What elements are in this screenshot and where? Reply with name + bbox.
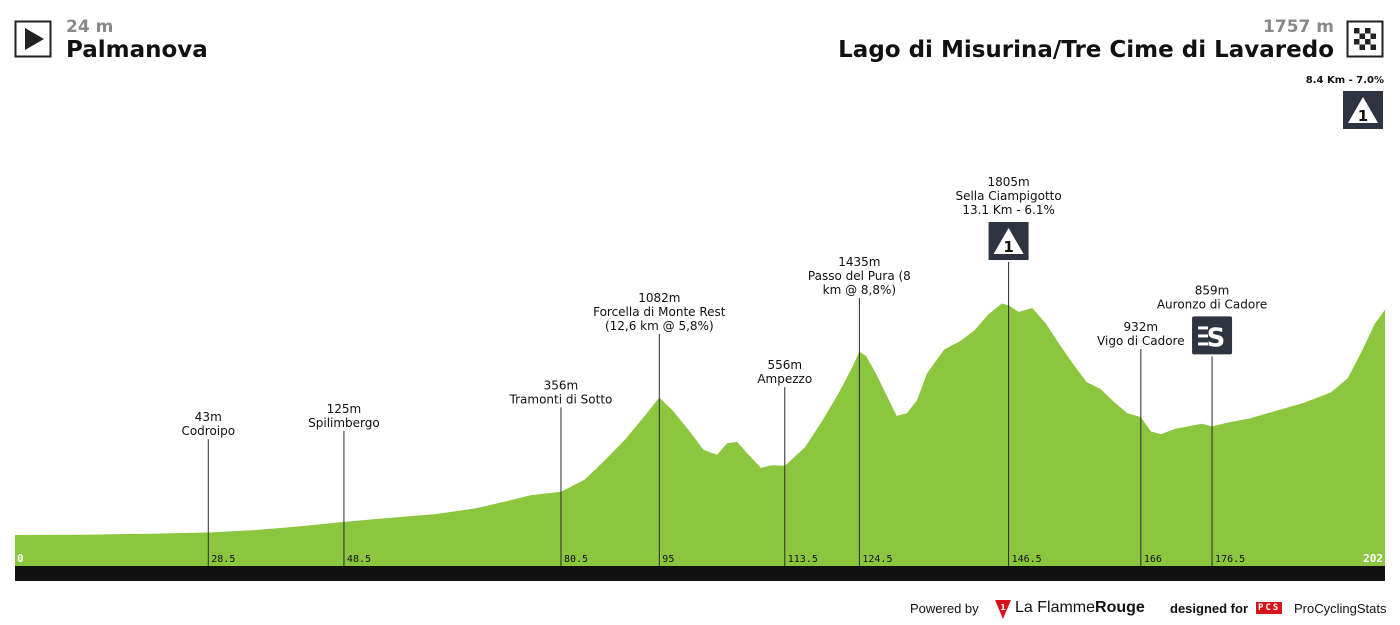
marker-name-8: Auronzo di Cadore (1157, 297, 1267, 311)
marker-name-7: Vigo di Cadore (1097, 334, 1185, 348)
brand-lafflamme: La FlammeRouge (1015, 599, 1145, 617)
elevation-profile-area (15, 303, 1385, 566)
marker-name-2: Tramonti di Sotto (509, 392, 613, 406)
marker-elevation-7: 932m (1124, 320, 1159, 334)
designed-for-label: designed for (1170, 601, 1249, 616)
distance-axis-bar (15, 566, 1385, 581)
marker-elevation-5: 1435m (838, 255, 880, 269)
sprint-speed-line-0 (1198, 326, 1209, 330)
flame-logo-icon: 1 (995, 600, 1011, 619)
finish-climb-label: 8.4 Km - 7.0% (1305, 75, 1384, 86)
marker-name-4: Ampezzo (757, 372, 812, 386)
axis-end-label: 202 (1363, 552, 1383, 565)
axis-start-label: 0 (17, 552, 24, 565)
sprint-speed-line-2 (1198, 342, 1209, 346)
distance-tick-1: 48.5 (347, 554, 371, 565)
start-town: Palmanova (66, 37, 208, 63)
marker-elevation-8: 859m (1195, 283, 1230, 297)
distance-tick-2: 80.5 (564, 554, 588, 565)
marker-elevation-6: 1805m (987, 175, 1029, 189)
marker-name-0: Codroipo (181, 424, 235, 438)
distance-tick-3: 95 (662, 554, 674, 565)
distance-tick-4: 113.5 (788, 554, 818, 565)
brand-lafflamme-part1: La Flamme (1015, 599, 1096, 616)
marker-detail-6: 13.1 Km - 6.1% (962, 203, 1055, 217)
marker-name-3: Forcella di Monte Rest (593, 305, 726, 319)
start-elevation: 24 m (66, 17, 114, 37)
play-icon (14, 20, 52, 58)
sprint-speed-line-1 (1198, 334, 1209, 338)
climb-badge-6: 1 (988, 222, 1029, 261)
marker-name-1: Spilimbergo (308, 416, 380, 430)
procyclingstats-label: ProCyclingStats (1294, 601, 1387, 616)
powered-by-label: Powered by (910, 601, 979, 616)
sprint-badge-8: S (1192, 316, 1233, 355)
marker-elevation-1: 125m (327, 402, 362, 416)
climb-category-icon: 1 (1343, 91, 1383, 129)
marker-elevation-3: 1082m (638, 291, 680, 305)
pcs-logo: PCS (1256, 602, 1283, 614)
marker-detail-5: km @ 8,8%) (823, 283, 896, 297)
marker-detail-3: (12,6 km @ 5,8%) (605, 319, 714, 333)
distance-tick-7: 166 (1144, 554, 1162, 565)
marker-name-6: Sella Ciampigotto (955, 189, 1061, 203)
pcs-letters: PCS (1256, 602, 1283, 614)
marker-elevation-0: 43m (195, 410, 222, 424)
distance-tick-8: 176.5 (1215, 554, 1245, 565)
marker-elevation-2: 356m (544, 378, 579, 392)
distance-tick-5: 124.5 (862, 554, 892, 565)
distance-tick-0: 28.5 (211, 554, 235, 565)
svg-text:1: 1 (1000, 603, 1006, 612)
marker-name-5: Passo del Pura (8 (808, 269, 911, 283)
climb-badge-category-6: 1 (1003, 238, 1013, 256)
finish-town: Lago di Misurina/Tre Cime di Lavaredo (838, 37, 1334, 63)
finish-climb-category: 1 (1358, 107, 1368, 125)
distance-tick-6: 146.5 (1012, 554, 1042, 565)
checkered-flag-icon (1346, 20, 1384, 58)
sprint-icon: S (1207, 323, 1226, 353)
marker-elevation-4: 556m (767, 358, 802, 372)
climb-badge-triangle-6 (993, 228, 1024, 255)
finish-elevation: 1757 m (1263, 17, 1334, 37)
brand-lafflamme-part2: Rouge (1095, 599, 1145, 616)
